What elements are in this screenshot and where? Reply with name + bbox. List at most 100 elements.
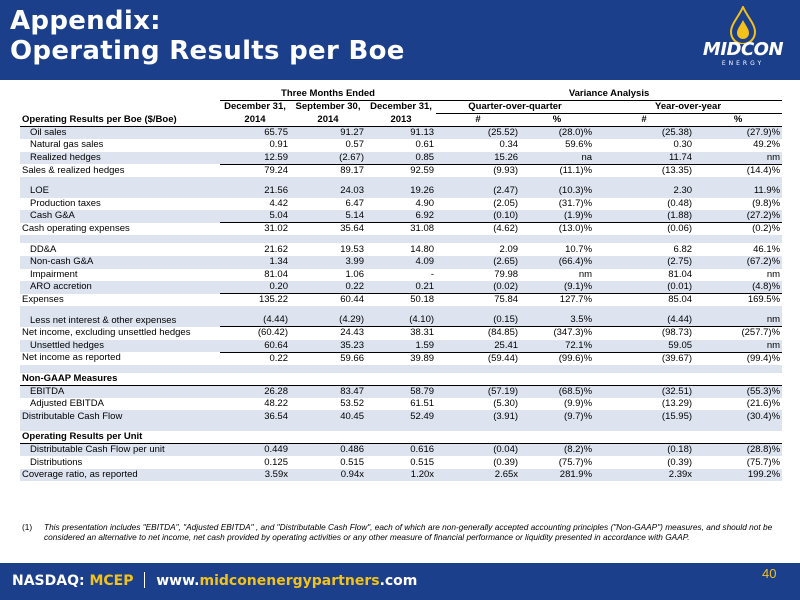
table-cell: 59.05 [594, 339, 695, 353]
table-cell: (8.2)% [520, 443, 595, 457]
table-cell [366, 372, 437, 386]
ticker-symbol: MCEP [89, 573, 134, 589]
table-cell: 1.34 [220, 255, 290, 269]
table-cell: (0.02) [436, 281, 521, 295]
table-cell: (67.2)% [694, 255, 783, 269]
table-cell: 1.20x [366, 468, 437, 482]
table-cell [520, 372, 595, 386]
table-cell: (13.0)% [558, 223, 593, 235]
table-cell: 11.9% [694, 184, 783, 198]
table-cell: (75.7)% [746, 456, 781, 468]
table-cell: (0.06) [667, 223, 693, 235]
table-cell: (1.88) [594, 210, 695, 224]
table-cell: (55.3)% [694, 385, 783, 398]
row-label: Non-cash G&A [20, 255, 220, 269]
table-row: Adjusted EBITDA 48.22 53.52 61.51 (5.30) (9.9… [20, 398, 782, 411]
table-row: Non-cash G&A 1.34 3.99 4.09 (2.65) (66.4)% (2.… [20, 255, 783, 269]
row-label: Realized hedges [20, 151, 220, 165]
table-cell: 14.80 [410, 243, 435, 255]
table-cell: (75.7)% [558, 456, 593, 468]
table-cell: 5.04 [220, 210, 290, 224]
table-cell: 91.27 [290, 126, 366, 140]
qoq-header: Quarter-over-quarter [436, 100, 595, 115]
row-label: Production taxes [30, 197, 101, 209]
url-domain[interactable]: midconenergypartners [199, 573, 380, 589]
col-dec2014-line2: 2014 [220, 113, 290, 128]
table-cell: (0.18) [594, 443, 695, 457]
table-cell: 12.59 [220, 151, 290, 165]
variance-header: Variance Analysis [436, 88, 783, 102]
table-cell: 65.75 [220, 126, 290, 140]
table-cell [220, 372, 290, 386]
spacer-row [20, 423, 783, 432]
table-cell: 135.22 [258, 294, 288, 306]
table-cell: 36.54 [220, 410, 290, 424]
table-cell: (32.51) [594, 385, 695, 398]
table-cell: 25.41 [436, 339, 521, 353]
table-cell: nm [694, 314, 783, 328]
page-title: Appendix: Operating Results per Boe [10, 6, 405, 66]
table-cell [694, 431, 783, 445]
table-cell: (25.52) [436, 126, 521, 140]
table-cell: 31.02 [264, 223, 288, 235]
table-cell: 0.21 [366, 281, 437, 295]
table-cell: 52.49 [366, 410, 437, 424]
table-cell: nm [578, 268, 593, 280]
table-cell: (347.3)% [553, 327, 593, 339]
row-label: Operating Results per Unit [20, 431, 220, 445]
table-cell: (2.65) [436, 255, 521, 269]
table-cell: (13.35) [661, 164, 693, 176]
table-cell: (0.01) [594, 281, 695, 295]
table-cell [290, 372, 366, 386]
table-cell: 0.20 [220, 281, 290, 295]
table-cell: (10.3)% [520, 184, 595, 198]
table-row: Distributions 0.125 0.515 0.515 (0.39) (75.7)… [20, 456, 782, 469]
footer-bar: NASDAQ: MCEP www.midconenergypartners.co… [0, 563, 800, 600]
table-row: Non-GAAP Measures [20, 372, 783, 386]
url-prefix[interactable]: www. [156, 573, 200, 589]
table-cell: 1.06 [345, 268, 365, 280]
table-cell: 6.92 [366, 210, 437, 224]
table-row: Sales & realized hedges 79.24 89.17 92.59 (9… [20, 164, 782, 177]
row-label: Sales & realized hedges [22, 164, 125, 176]
table-cell: 0.85 [366, 151, 437, 165]
table-cell: 53.52 [340, 398, 364, 410]
table-cell: 3.5% [520, 314, 595, 328]
table-cell: 49.2% [753, 139, 781, 151]
table-cell: (9.7)% [520, 410, 595, 424]
table-cell: 21.56 [220, 184, 290, 198]
table-cell: (4.44) [594, 314, 695, 328]
table-cell: 39.89 [410, 352, 435, 364]
row-label: Unsettled hedges [20, 339, 220, 353]
table-cell: (4.10) [366, 314, 437, 328]
table-cell: 10.7% [565, 243, 593, 255]
table-cell: (4.8)% [694, 281, 783, 295]
table-cell: 15.26 [436, 151, 521, 165]
company-logo: MIDCON ENERGY [690, 6, 796, 76]
row-label: Distributable Cash Flow per unit [20, 443, 220, 457]
table-cell: (59.44) [487, 352, 519, 364]
row-label: Cash operating expenses [22, 223, 130, 235]
table-cell: (28.0)% [520, 126, 595, 140]
yoy-header: Year-over-year [594, 100, 783, 115]
table-cell: (25.38) [594, 126, 695, 140]
three-months-header: Three Months Ended [220, 88, 437, 102]
table-cell: 0.91 [269, 139, 289, 151]
table-cell: (28.8)% [694, 443, 783, 457]
table-cell: 281.9% [520, 468, 595, 482]
table-cell: 46.1% [753, 243, 781, 255]
table-cell: 0.34 [499, 139, 519, 151]
table-cell: 199.2% [694, 468, 783, 482]
col-dec2013-line2: 2013 [366, 113, 437, 128]
url-tld[interactable]: .com [379, 573, 418, 589]
table-cell: 0.515 [340, 456, 364, 468]
table-cell: 19.26 [366, 184, 437, 198]
table-cell: (0.10) [436, 210, 521, 224]
table-body: Oil sales 65.75 91.27 91.13 (25.52) (28.0)% (2… [20, 126, 783, 482]
table-cell: (66.4)% [520, 255, 595, 269]
table-cell: 0.486 [290, 443, 366, 457]
spacer-row [20, 306, 783, 315]
footnote-text: This presentation includes "EBITDA", "Ad… [44, 522, 773, 542]
table-cell: (13.29) [661, 398, 693, 410]
table-cell: (68.5)% [520, 385, 595, 398]
